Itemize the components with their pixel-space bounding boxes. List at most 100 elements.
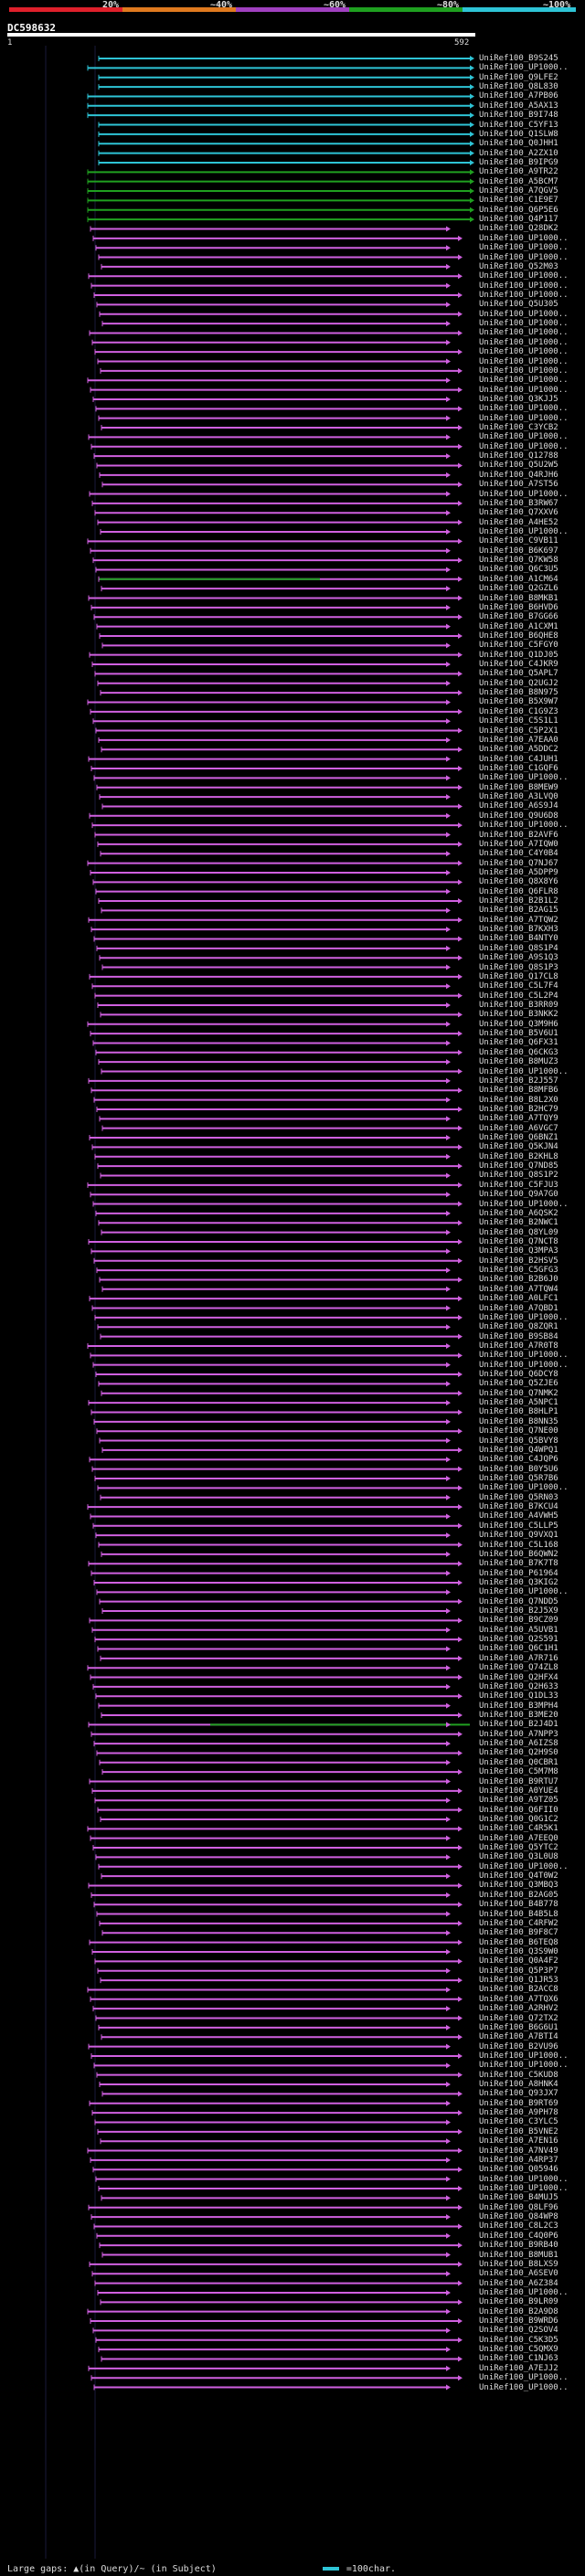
hit-label[interactable]: UniRef100_Q6C3U5 bbox=[479, 565, 558, 575]
hit-label[interactable]: UniRef100_Q6CKG3 bbox=[479, 1047, 558, 1057]
hit-label[interactable]: UniRef100_B8MEW9 bbox=[479, 782, 558, 792]
hit-label[interactable]: UniRef100_UP1000.. bbox=[479, 233, 569, 243]
hit-label[interactable]: UniRef100_Q6FX31 bbox=[479, 1038, 558, 1048]
hit-label[interactable]: UniRef100_Q28DK2 bbox=[479, 224, 558, 234]
hit-label[interactable]: UniRef100_UP1000.. bbox=[479, 1199, 569, 1209]
hit-label[interactable]: UniRef100_B2B6J0 bbox=[479, 1275, 558, 1285]
hit-label[interactable]: UniRef100_A7R0T8 bbox=[479, 1341, 558, 1351]
hit-label[interactable]: UniRef100_Q3KJJ5 bbox=[479, 394, 558, 404]
hit-label[interactable]: UniRef100_A6VGC7 bbox=[479, 1123, 558, 1133]
hit-label[interactable]: UniRef100_B8MFB6 bbox=[479, 1086, 558, 1096]
hit-label[interactable]: UniRef100_UP1000.. bbox=[479, 1587, 569, 1597]
hit-label[interactable]: UniRef100_A1CXM1 bbox=[479, 621, 558, 631]
hit-label[interactable]: UniRef100_A7QGV5 bbox=[479, 186, 558, 196]
hit-label[interactable]: UniRef100_C9VB11 bbox=[479, 536, 558, 546]
hit-label[interactable]: UniRef100_UP1000.. bbox=[479, 821, 569, 831]
hit-label[interactable]: UniRef100_A7R716 bbox=[479, 1653, 558, 1663]
hit-label[interactable]: UniRef100_Q9LFE2 bbox=[479, 72, 558, 82]
hit-label[interactable]: UniRef100_Q12788 bbox=[479, 451, 558, 461]
hit-label[interactable]: UniRef100_B5VNE2 bbox=[479, 2126, 558, 2136]
hit-label[interactable]: UniRef100_Q5KJN4 bbox=[479, 1142, 558, 1152]
hit-label[interactable]: UniRef100_B2A9D8 bbox=[479, 2306, 558, 2316]
hit-label[interactable]: UniRef100_B2B1L2 bbox=[479, 896, 558, 906]
hit-label[interactable]: UniRef100_Q8S1P4 bbox=[479, 943, 558, 953]
hit-label[interactable]: UniRef100_C5FGY0 bbox=[479, 641, 558, 651]
hit-label[interactable]: UniRef100_Q8YL09 bbox=[479, 1227, 558, 1237]
hit-label[interactable]: UniRef100_A5BCM7 bbox=[479, 176, 558, 186]
hit-label[interactable]: UniRef100_Q4P117 bbox=[479, 215, 558, 225]
hit-label[interactable]: UniRef100_C5M7M8 bbox=[479, 1767, 558, 1777]
hit-label[interactable]: UniRef100_A2RHV2 bbox=[479, 2004, 558, 2014]
hit-label[interactable]: UniRef100_B4B5L8 bbox=[479, 1909, 558, 1919]
hit-label[interactable]: UniRef100_Q7NJ67 bbox=[479, 858, 558, 868]
hit-label[interactable]: UniRef100_B2KHL8 bbox=[479, 1151, 558, 1161]
hit-label[interactable]: UniRef100_C4RFW2 bbox=[479, 1918, 558, 1928]
hit-label[interactable]: UniRef100_UP1000.. bbox=[479, 252, 569, 262]
hit-label[interactable]: UniRef100_A7TQX6 bbox=[479, 1994, 558, 2004]
hit-label[interactable]: UniRef100_Q7XXV6 bbox=[479, 508, 558, 518]
hit-label[interactable]: UniRef100_C4JUH1 bbox=[479, 754, 558, 764]
hit-label[interactable]: UniRef100_UP1000.. bbox=[479, 2382, 569, 2392]
hit-label[interactable]: UniRef100_A9TZ05 bbox=[479, 1796, 558, 1806]
hit-label[interactable]: UniRef100_Q05946 bbox=[479, 2165, 558, 2175]
hit-label[interactable]: UniRef100_Q3S9W0 bbox=[479, 1947, 558, 1956]
hit-label[interactable]: UniRef100_B3ME20 bbox=[479, 1711, 558, 1720]
hit-label[interactable]: UniRef100_UP1000.. bbox=[479, 2184, 569, 2193]
hit-label[interactable]: UniRef100_Q2UGJ2 bbox=[479, 678, 558, 688]
hit-label[interactable]: UniRef100_Q1JR53 bbox=[479, 1976, 558, 1986]
hit-label[interactable]: UniRef100_C5P2X1 bbox=[479, 726, 558, 736]
hit-label[interactable]: UniRef100_C4Y0B4 bbox=[479, 849, 558, 859]
hit-label[interactable]: UniRef100_C5FJU3 bbox=[479, 1180, 558, 1190]
hit-label[interactable]: UniRef100_Q0A4F2 bbox=[479, 1956, 558, 1966]
hit-label[interactable]: UniRef100_A7NPP3 bbox=[479, 1729, 558, 1739]
hit-label[interactable]: UniRef100_Q72TX2 bbox=[479, 2013, 558, 2023]
hit-label[interactable]: UniRef100_C5S1L1 bbox=[479, 716, 558, 726]
hit-label[interactable]: UniRef100_B8L2X0 bbox=[479, 1095, 558, 1105]
hit-label[interactable]: UniRef100_UP1000.. bbox=[479, 2373, 569, 2383]
hit-label[interactable]: UniRef100_UP1000.. bbox=[479, 1312, 569, 1322]
hit-label[interactable]: UniRef100_UP1000.. bbox=[479, 376, 569, 386]
hit-label[interactable]: UniRef100_A7TQW2 bbox=[479, 915, 558, 925]
hit-label[interactable]: UniRef100_A7EN16 bbox=[479, 2136, 558, 2147]
hit-label[interactable]: UniRef100_B2AVF6 bbox=[479, 830, 558, 840]
hit-label[interactable]: UniRef100_UP1000.. bbox=[479, 291, 569, 300]
hit-label[interactable]: UniRef100_C5QMX9 bbox=[479, 2345, 558, 2355]
hit-label[interactable]: UniRef100_UP1000.. bbox=[479, 404, 569, 414]
hit-label[interactable]: UniRef100_C5L2P4 bbox=[479, 991, 558, 1001]
hit-label[interactable]: UniRef100_Q93JX7 bbox=[479, 2089, 558, 2099]
hit-label[interactable]: UniRef100_B8HLP1 bbox=[479, 1407, 558, 1417]
hit-label[interactable]: UniRef100_Q4T0W2 bbox=[479, 1871, 558, 1882]
hit-label[interactable]: UniRef100_Q7NE00 bbox=[479, 1426, 558, 1436]
hit-label[interactable]: UniRef100_Q6C1H1 bbox=[479, 1644, 558, 1654]
hit-label[interactable]: UniRef100_Q8S1P2 bbox=[479, 1171, 558, 1181]
hit-label[interactable]: UniRef100_Q8LF96 bbox=[479, 2202, 558, 2212]
hit-label[interactable]: UniRef100_C5LLP5 bbox=[479, 1521, 558, 1531]
hit-label[interactable]: UniRef100_C4R5K1 bbox=[479, 1824, 558, 1834]
hit-label[interactable]: UniRef100_A6IZS8 bbox=[479, 1739, 558, 1749]
hit-label[interactable]: UniRef100_B6HVD6 bbox=[479, 602, 558, 612]
hit-label[interactable]: UniRef100_UP1000.. bbox=[479, 63, 569, 73]
hit-label[interactable]: UniRef100_B6K697 bbox=[479, 546, 558, 556]
hit-label[interactable]: UniRef100_B4MUJ5 bbox=[479, 2193, 558, 2203]
hit-label[interactable]: UniRef100_Q2SOV4 bbox=[479, 2326, 558, 2336]
hit-label[interactable]: UniRef100_B9CZ09 bbox=[479, 1616, 558, 1626]
hit-label[interactable]: UniRef100_A2ZX10 bbox=[479, 148, 558, 158]
hit-label[interactable]: UniRef100_A7EAA0 bbox=[479, 735, 558, 745]
hit-label[interactable]: UniRef100_Q6P5E6 bbox=[479, 205, 558, 215]
hit-label[interactable]: UniRef100_B7GG66 bbox=[479, 612, 558, 622]
hit-label[interactable]: UniRef100_UP1000.. bbox=[479, 328, 569, 338]
hit-label[interactable]: UniRef100_A3LVQ0 bbox=[479, 792, 558, 802]
hit-label[interactable]: UniRef100_Q3MBQ3 bbox=[479, 1881, 558, 1891]
hit-label[interactable]: UniRef100_C3YCB2 bbox=[479, 423, 558, 433]
hit-label[interactable]: UniRef100_UP1000.. bbox=[479, 366, 569, 376]
hit-label[interactable]: UniRef100_Q5APL7 bbox=[479, 669, 558, 679]
hit-label[interactable]: UniRef100_A9S1Q3 bbox=[479, 953, 558, 963]
hit-label[interactable]: UniRef100_B9IPG9 bbox=[479, 157, 558, 167]
hit-label[interactable]: UniRef100_C1G9Z3 bbox=[479, 706, 558, 716]
hit-label[interactable]: UniRef100_UP1000.. bbox=[479, 1351, 569, 1361]
hit-label[interactable]: UniRef100_C8L2C3 bbox=[479, 2221, 558, 2231]
hit-label[interactable]: UniRef100_A7QBD1 bbox=[479, 1303, 558, 1313]
hit-label[interactable]: UniRef100_Q6FII0 bbox=[479, 1805, 558, 1815]
hit-label[interactable]: UniRef100_UP1000.. bbox=[479, 773, 569, 783]
hit-label[interactable]: UniRef100_Q9A7G0 bbox=[479, 1190, 558, 1200]
